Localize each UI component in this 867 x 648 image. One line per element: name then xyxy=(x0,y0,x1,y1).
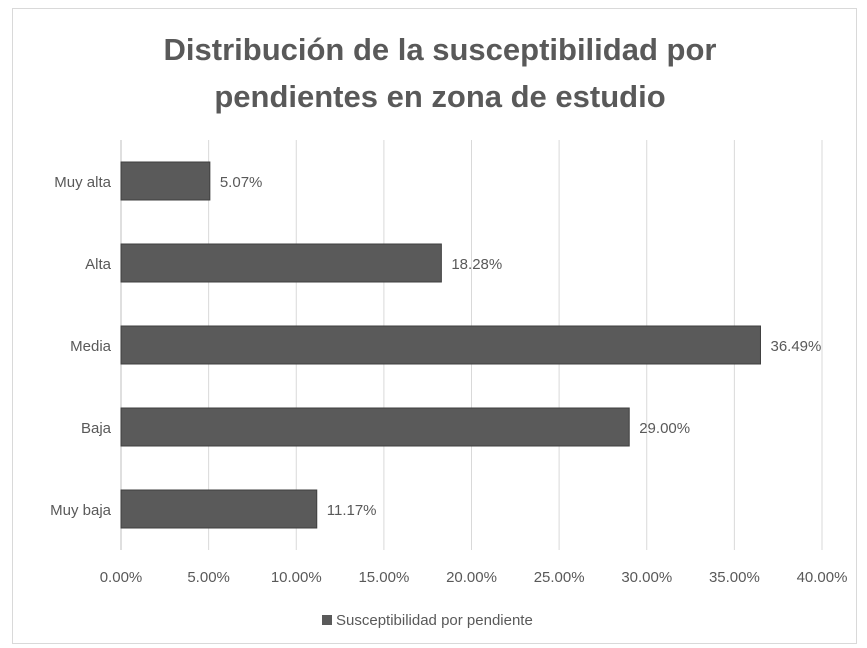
x-tick-label: 5.00% xyxy=(187,569,230,586)
x-tick-label: 20.00% xyxy=(446,569,497,586)
x-tick-label: 25.00% xyxy=(534,569,585,586)
legend-swatch xyxy=(322,615,332,625)
bar xyxy=(120,161,211,201)
data-label: 18.28% xyxy=(451,256,502,273)
data-label: 29.00% xyxy=(639,420,690,437)
y-tick-label: Muy baja xyxy=(50,502,112,519)
bar xyxy=(120,489,318,529)
y-tick-label: Alta xyxy=(85,256,112,273)
chart-frame xyxy=(12,8,857,644)
x-tick-label: 30.00% xyxy=(621,569,672,586)
bar xyxy=(120,243,442,283)
data-label: 11.17% xyxy=(327,502,377,519)
chart-title: Distribución de la susceptibilidad por p… xyxy=(163,32,717,114)
bar xyxy=(120,407,630,447)
legend-label: Susceptibilidad por pendiente xyxy=(336,612,533,629)
y-tick-label: Baja xyxy=(81,420,112,437)
y-tick-label: Muy alta xyxy=(54,174,111,191)
x-tick-label: 15.00% xyxy=(358,569,409,586)
x-tick-label: 0.00% xyxy=(100,569,143,586)
y-tick-label: Media xyxy=(70,338,112,355)
x-tick-label: 35.00% xyxy=(709,569,760,586)
x-tick-label: 10.00% xyxy=(271,569,322,586)
bar xyxy=(120,325,761,365)
x-tick-label: 40.00% xyxy=(797,569,848,586)
data-label: 36.49% xyxy=(770,338,821,355)
data-label: 5.07% xyxy=(220,174,263,191)
